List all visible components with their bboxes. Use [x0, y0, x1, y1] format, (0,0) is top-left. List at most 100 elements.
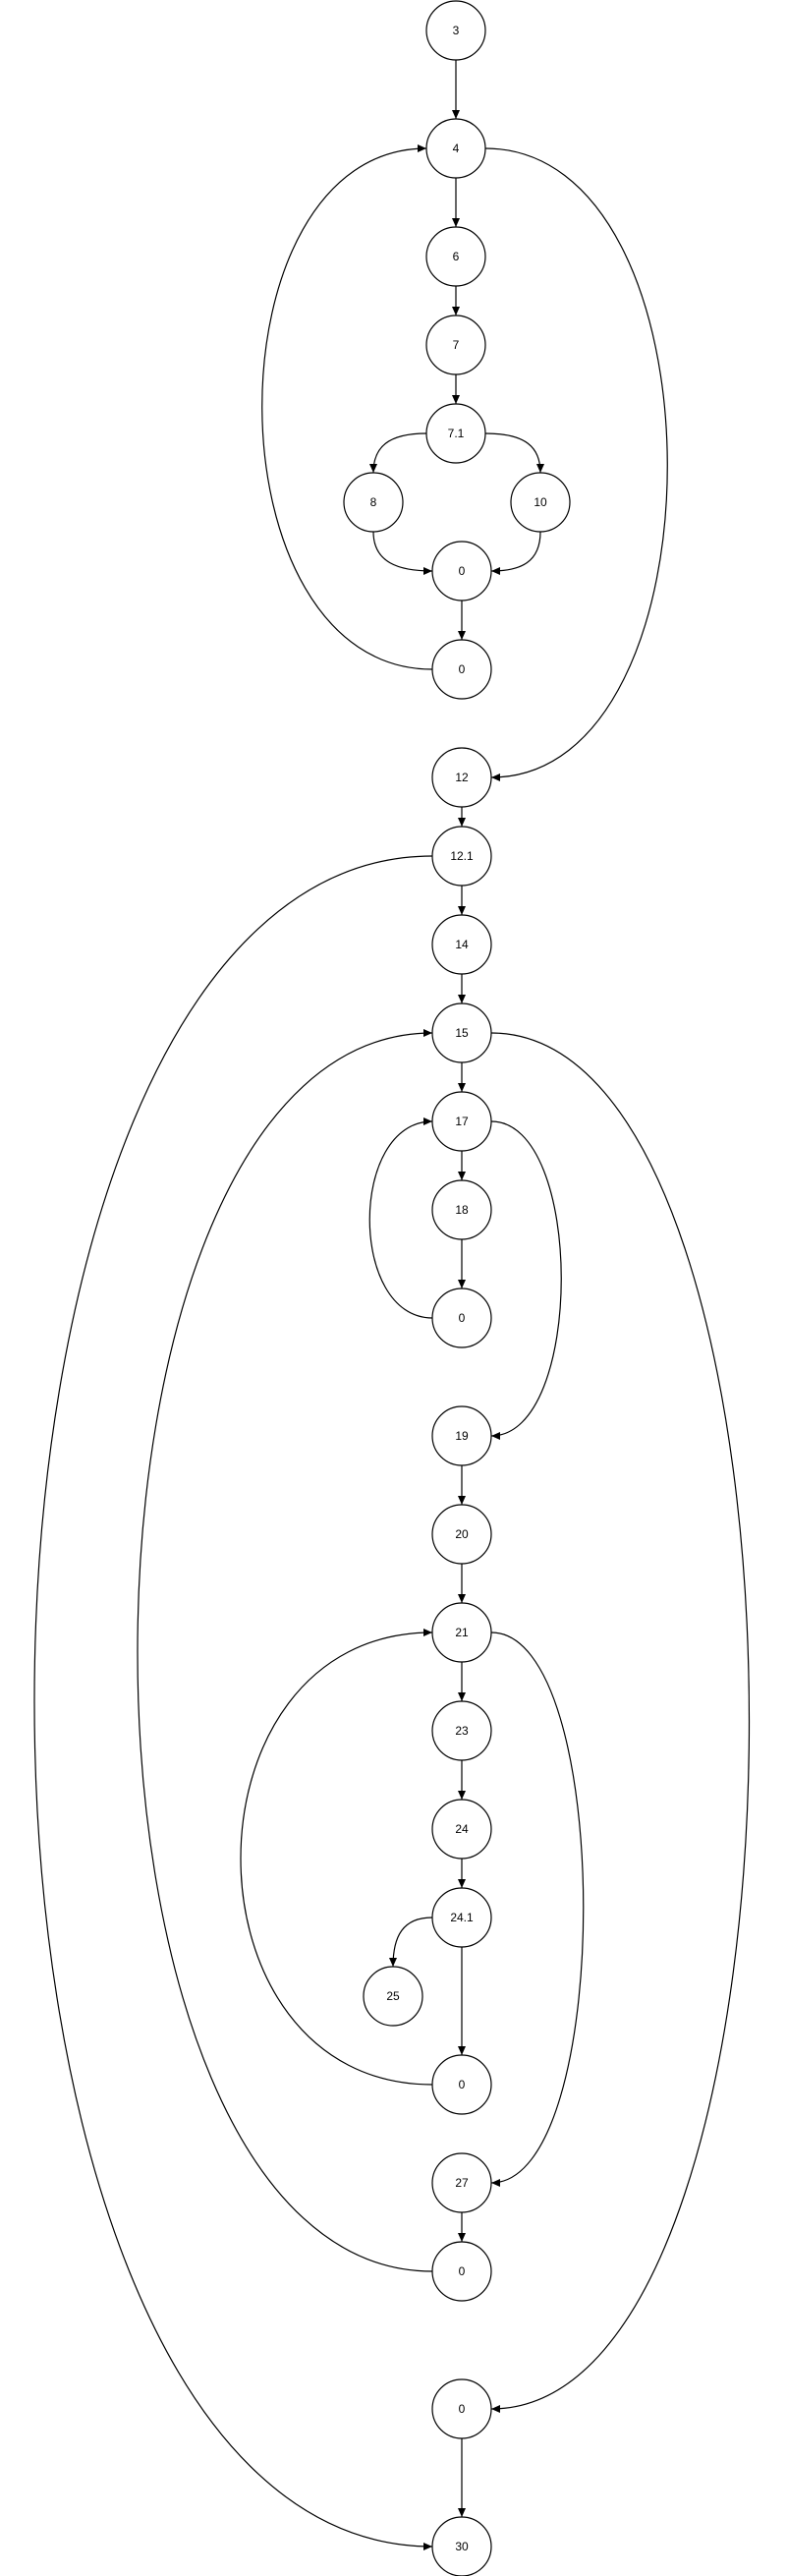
edge-j3-to-n17: [368, 1117, 433, 1319]
node-label: 0: [459, 2264, 466, 2278]
node-n23: 23: [431, 1700, 492, 1761]
node-label: 19: [455, 1429, 469, 1443]
edge-n8-to-j1: [372, 531, 433, 575]
node-circle: [425, 315, 486, 375]
node-circle: [431, 1887, 492, 1948]
node-n24_1: 24.1: [431, 1887, 492, 1948]
node-j4: 0: [431, 2054, 492, 2115]
edge-n7_1-to-n8: [369, 432, 427, 474]
node-j5: 0: [431, 2241, 492, 2302]
node-circle: [431, 2152, 492, 2213]
node-circle: [431, 1288, 492, 1348]
node-label: 21: [455, 1626, 469, 1639]
edge-n12_1-to-n30: [33, 855, 433, 2550]
node-circle: [431, 1700, 492, 1761]
node-label: 24.1: [450, 1911, 474, 1924]
edge-n21-to-n27: [490, 1631, 585, 2187]
node-circle: [425, 0, 486, 61]
edge-n10-to-j1: [490, 531, 541, 575]
node-label: 30: [455, 2540, 469, 2553]
node-n14: 14: [431, 914, 492, 975]
node-label: 12: [455, 771, 469, 784]
node-j6: 0: [431, 2378, 492, 2439]
edge-j2-to-n4: [261, 144, 433, 670]
node-label: 24: [455, 1822, 469, 1836]
edge-j4-to-n21: [240, 1629, 433, 2086]
node-circle: [363, 1966, 423, 2027]
node-j2: 0: [431, 639, 492, 700]
node-label: 6: [453, 250, 460, 263]
node-circle: [431, 2516, 492, 2576]
node-n21: 21: [431, 1602, 492, 1663]
node-label: 8: [370, 495, 377, 509]
node-label: 7: [453, 338, 460, 352]
node-n17: 17: [431, 1091, 492, 1152]
node-label: 27: [455, 2176, 469, 2190]
node-n3: 3: [425, 0, 486, 61]
node-circle: [431, 2378, 492, 2439]
node-label: 14: [455, 938, 469, 951]
node-label: 0: [459, 2402, 466, 2416]
node-circle: [431, 914, 492, 975]
node-label: 18: [455, 1203, 469, 1217]
node-circle: [431, 747, 492, 808]
node-label: 0: [459, 662, 466, 676]
node-n12_1: 12.1: [431, 826, 492, 887]
node-n12: 12: [431, 747, 492, 808]
edge-n15-to-j6: [490, 1032, 751, 2413]
edge-n17-to-n19: [490, 1120, 562, 1440]
node-circle: [431, 826, 492, 887]
node-circle: [425, 118, 486, 179]
node-label: 0: [459, 2078, 466, 2091]
node-n10: 10: [510, 472, 571, 533]
nodes-layer: 3 4 6 7 7.1 8 10 0 0 12 12.1 14 15 17 18 0 19 20 21 23 24 24.…: [343, 0, 571, 2576]
node-label: 4: [453, 142, 460, 155]
node-label: 23: [455, 1724, 469, 1738]
node-n6: 6: [425, 226, 486, 287]
node-circle: [431, 2054, 492, 2115]
node-circle: [431, 1002, 492, 1063]
node-circle: [425, 226, 486, 287]
edge-n24_1-to-n25: [389, 1917, 433, 1968]
node-n30: 30: [431, 2516, 492, 2576]
node-n24: 24: [431, 1799, 492, 1860]
node-n7: 7: [425, 315, 486, 375]
node-circle: [343, 472, 404, 533]
node-n27: 27: [431, 2152, 492, 2213]
node-circle: [431, 1799, 492, 1860]
node-circle: [431, 541, 492, 601]
node-label: 7.1: [448, 427, 465, 440]
node-j3: 0: [431, 1288, 492, 1348]
edge-n7_1-to-n10: [484, 432, 544, 474]
node-n15: 15: [431, 1002, 492, 1063]
node-circle: [431, 1179, 492, 1240]
node-n18: 18: [431, 1179, 492, 1240]
node-label: 0: [459, 564, 466, 578]
node-n8: 8: [343, 472, 404, 533]
node-label: 15: [455, 1026, 469, 1040]
edges-layer: [33, 60, 751, 2550]
node-label: 12.1: [450, 849, 474, 863]
node-circle: [431, 2241, 492, 2302]
node-n4: 4: [425, 118, 486, 179]
node-label: 10: [534, 495, 547, 509]
edge-j5-to-n15: [137, 1029, 433, 2272]
node-circle: [431, 1602, 492, 1663]
edge-n4-to-n12: [484, 147, 668, 781]
node-label: 3: [453, 24, 460, 37]
node-circle: [510, 472, 571, 533]
node-label: 17: [455, 1115, 469, 1128]
node-circle: [425, 403, 486, 464]
node-circle: [431, 1504, 492, 1565]
node-label: 20: [455, 1527, 469, 1541]
node-circle: [431, 1091, 492, 1152]
node-n25: 25: [363, 1966, 423, 2027]
node-circle: [431, 1405, 492, 1466]
node-n20: 20: [431, 1504, 492, 1565]
node-circle: [431, 639, 492, 700]
node-j1: 0: [431, 541, 492, 601]
node-label: 0: [459, 1311, 466, 1325]
node-n19: 19: [431, 1405, 492, 1466]
